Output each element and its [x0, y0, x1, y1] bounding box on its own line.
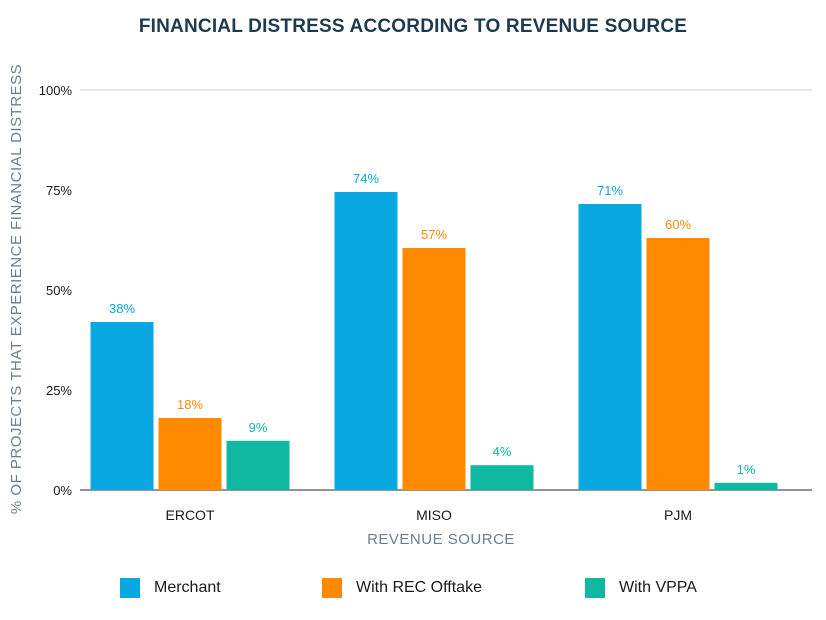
bar-ercot-with-vppa	[226, 440, 290, 490]
legend-item-vppa: With VPPA	[585, 578, 697, 598]
legend-swatch-vppa	[585, 578, 605, 598]
x-category-label: ERCOT	[166, 507, 215, 523]
bar-pjm-merchant	[578, 204, 642, 490]
chart-title: FINANCIAL DISTRESS ACCORDING TO REVENUE …	[138, 16, 688, 37]
y-tick-label: 25%	[46, 383, 72, 398]
bar-miso-with-rec-offtake	[402, 248, 466, 490]
legend-item-rec-offtake: With REC Offtake	[322, 578, 482, 598]
data-label-pjm-with-vppa: 1%	[737, 462, 756, 477]
y-ticks: 0% 25% 50% 75% 100%	[39, 83, 73, 498]
x-categories: ERCOT MISO PJM	[166, 507, 693, 523]
bars	[90, 192, 778, 490]
data-label-miso-merchant: 74%	[353, 171, 379, 186]
x-axis-title: REVENUE SOURCE	[367, 531, 515, 548]
y-tick-label: 100%	[39, 83, 73, 98]
bar-miso-with-vppa	[470, 465, 534, 490]
data-label-miso-with-rec-offtake: 57%	[421, 227, 447, 242]
bar-miso-merchant	[334, 192, 398, 490]
legend-label-rec-offtake: With REC Offtake	[356, 579, 482, 596]
data-label-ercot-with-rec-offtake: 18%	[177, 397, 203, 412]
data-label-ercot-with-vppa: 9%	[249, 420, 268, 435]
data-label-ercot-merchant: 38%	[109, 301, 135, 316]
bar-pjm-with-rec-offtake	[646, 238, 710, 490]
legend-label-vppa: With VPPA	[619, 579, 697, 596]
legend-item-merchant: Merchant	[120, 578, 221, 598]
y-tick-label: 75%	[46, 183, 72, 198]
data-label-pjm-merchant: 71%	[597, 183, 623, 198]
y-tick-label: 0%	[53, 483, 72, 498]
legend-label-merchant: Merchant	[154, 579, 221, 596]
legend-swatch-merchant	[120, 578, 140, 598]
bar-ercot-merchant	[90, 322, 154, 490]
y-tick-label: 50%	[46, 283, 72, 298]
bar-ercot-with-rec-offtake	[158, 418, 222, 490]
bar-pjm-with-vppa	[714, 482, 778, 490]
legend-swatch-rec-offtake	[322, 578, 342, 598]
data-label-pjm-with-rec-offtake: 60%	[665, 217, 691, 232]
x-category-label: MISO	[416, 507, 452, 523]
x-category-label: PJM	[664, 507, 692, 523]
data-label-miso-with-vppa: 4%	[493, 444, 512, 459]
legend: Merchant With REC Offtake With VPPA	[0, 578, 826, 604]
data-labels: 38% 18% 9% 74% 57% 4% 71% 60% 1%	[109, 171, 756, 477]
y-axis-title: % OF PROJECTS THAT EXPERIENCE FINANCIAL …	[8, 64, 25, 514]
